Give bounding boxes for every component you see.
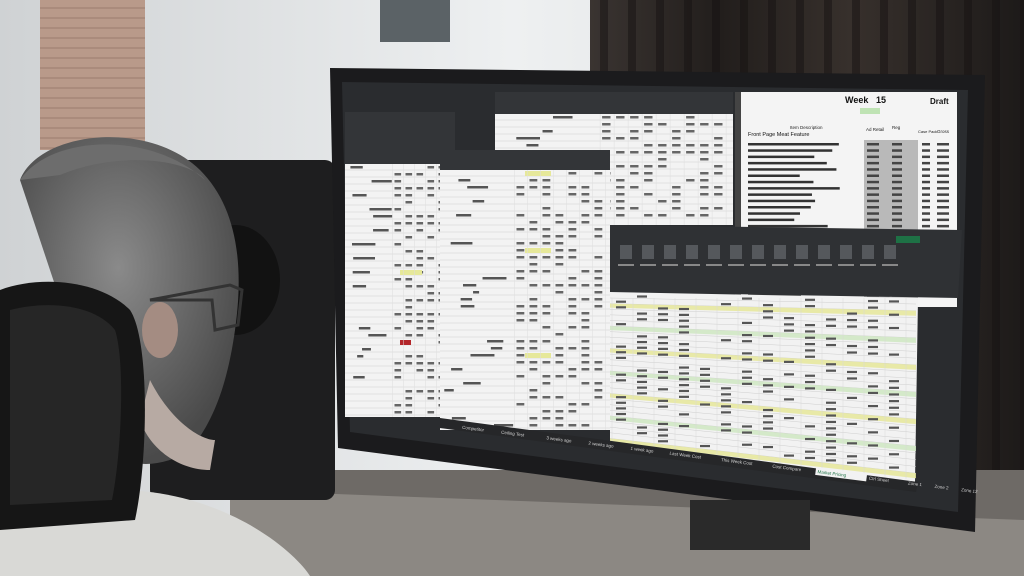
section-title: Front Page Meat Feature bbox=[748, 132, 809, 138]
week-number: 15 bbox=[876, 95, 886, 105]
window-frame bbox=[380, 0, 450, 42]
spreadsheet-window-main[interactable] bbox=[610, 225, 962, 482]
spreadsheet-window-left[interactable] bbox=[345, 112, 455, 417]
excel-green-button[interactable] bbox=[896, 236, 920, 243]
monitor-stand bbox=[690, 500, 810, 550]
col-ad-retail: Ad Retail bbox=[866, 127, 884, 132]
spreadsheet-window-middle[interactable] bbox=[440, 150, 610, 430]
col-gross: Gross bbox=[937, 129, 950, 134]
col-reg: Reg bbox=[892, 125, 901, 130]
week-label: Week bbox=[845, 95, 869, 105]
col-case-pack: Case Pack bbox=[918, 129, 937, 134]
col-item-description: Item Description bbox=[790, 125, 823, 130]
status-draft: Draft bbox=[930, 97, 949, 106]
